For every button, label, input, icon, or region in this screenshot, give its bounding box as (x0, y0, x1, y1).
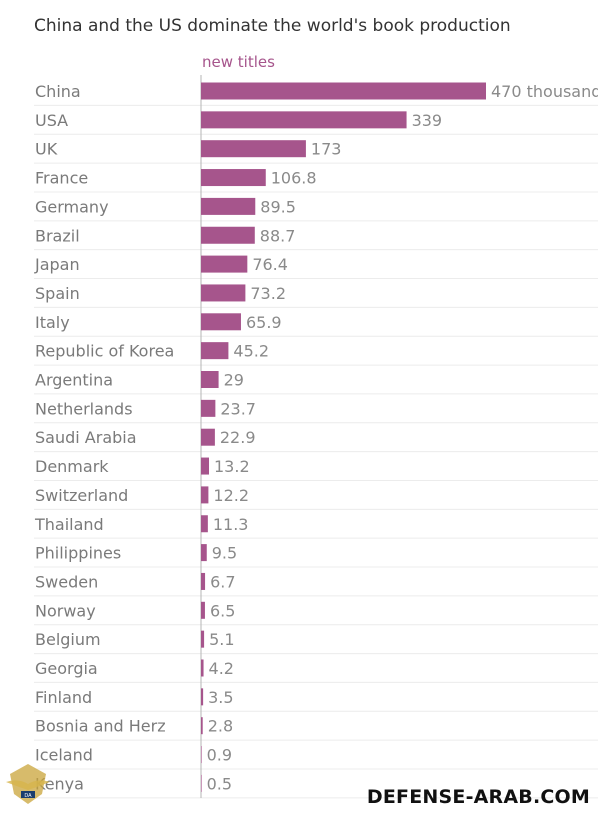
category-label: Netherlands (35, 399, 133, 418)
category-label: Republic of Korea (35, 342, 174, 361)
bar (201, 197, 256, 215)
category-label: France (35, 169, 88, 188)
category-label: UK (35, 140, 58, 159)
value-label: 45.2 (233, 342, 269, 361)
bar (201, 688, 204, 706)
bar (201, 486, 209, 504)
value-label: 3.5 (208, 688, 233, 707)
bar (201, 717, 203, 735)
category-label: Saudi Arabia (35, 428, 137, 447)
category-label: Denmark (35, 457, 109, 476)
value-label: 6.7 (210, 572, 235, 591)
value-label: 29 (224, 371, 244, 390)
value-label: 2.8 (208, 717, 233, 736)
forum-logo-icon: DA (6, 764, 50, 804)
bar (201, 371, 219, 388)
category-label: Belgium (35, 630, 101, 649)
bar (201, 226, 255, 244)
bar (201, 601, 205, 619)
bar (201, 169, 266, 187)
category-label: Finland (35, 688, 92, 707)
value-label: 470 thousand (491, 82, 598, 101)
category-label: Bosnia and Herz (35, 717, 166, 736)
bar (201, 255, 248, 273)
bar (201, 659, 204, 677)
value-label: 89.5 (260, 197, 296, 216)
category-label: Georgia (35, 659, 98, 678)
category-label: Argentina (35, 371, 113, 390)
category-label: Italy (35, 313, 70, 332)
value-label: 0.5 (207, 774, 232, 793)
bar (201, 544, 207, 562)
bar (201, 457, 210, 475)
category-label: Sweden (35, 572, 98, 591)
category-label: Thailand (34, 515, 104, 534)
bar (201, 572, 206, 590)
category-label: Iceland (35, 746, 93, 765)
bar (201, 428, 215, 446)
value-label: 106.8 (271, 169, 317, 188)
category-label: Japan (34, 255, 80, 274)
value-label: 13.2 (214, 457, 250, 476)
value-label: 23.7 (220, 399, 256, 418)
value-label: 339 (412, 111, 443, 130)
bar (201, 399, 216, 417)
category-label: Switzerland (35, 486, 128, 505)
bar (201, 284, 246, 302)
bar (201, 82, 486, 100)
bar (201, 630, 205, 648)
svg-text:DA: DA (24, 793, 32, 799)
value-label: 11.3 (213, 515, 249, 534)
category-label: Philippines (35, 544, 121, 563)
category-label: Norway (35, 601, 96, 620)
value-label: 5.1 (209, 630, 234, 649)
category-label: China (35, 82, 81, 101)
bar (201, 746, 202, 764)
series-label: new titles (202, 53, 275, 71)
bar (201, 111, 407, 129)
value-label: 76.4 (252, 255, 288, 274)
bar (201, 774, 202, 792)
category-label: USA (35, 111, 68, 130)
value-label: 65.9 (246, 313, 282, 332)
watermark-text: DEFENSE-ARAB.COM (366, 786, 590, 808)
value-label: 9.5 (212, 544, 237, 563)
bar (201, 342, 229, 360)
value-label: 22.9 (220, 428, 256, 447)
value-label: 6.5 (210, 601, 235, 620)
value-label: 173 (311, 140, 342, 159)
value-label: 73.2 (250, 284, 286, 303)
category-label: Brazil (35, 226, 80, 245)
category-label: Germany (35, 197, 109, 216)
value-label: 12.2 (213, 486, 249, 505)
value-label: 0.9 (207, 746, 232, 765)
category-label: Kenya (35, 774, 84, 793)
category-label: Spain (35, 284, 80, 303)
bar (201, 515, 208, 533)
value-label: 88.7 (260, 226, 296, 245)
bar (201, 313, 241, 331)
chart-title: China and the US dominate the world's bo… (34, 16, 511, 36)
bar (201, 140, 306, 158)
value-label: 4.2 (209, 659, 234, 678)
